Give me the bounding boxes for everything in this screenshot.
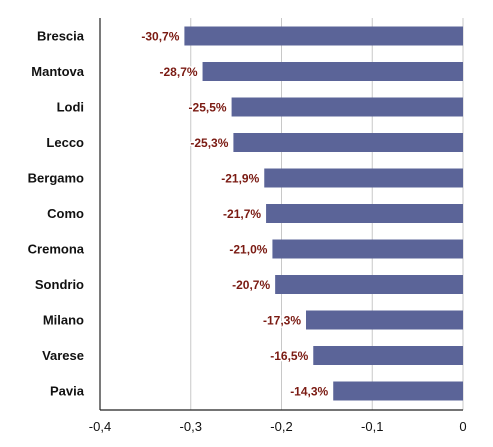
- category-label: Brescia: [37, 29, 85, 44]
- bar: [202, 62, 464, 81]
- data-label: -21,9%: [221, 172, 259, 186]
- category-label: Pavia: [50, 384, 85, 399]
- category-label: Bergamo: [28, 171, 84, 186]
- data-label: -14,3%: [290, 385, 328, 399]
- category-label: Lodi: [57, 100, 84, 115]
- x-tick-label: -0,2: [270, 419, 292, 434]
- bar: [231, 97, 463, 117]
- x-tick-label: -0,1: [361, 419, 383, 434]
- bar: [264, 168, 463, 188]
- x-tick-label: -0,4: [89, 419, 111, 434]
- category-label: Mantova: [31, 64, 85, 79]
- bar: [313, 346, 463, 365]
- data-label: -16,5%: [270, 349, 308, 363]
- data-label: -20,7%: [232, 278, 270, 292]
- category-label: Lecco: [46, 135, 84, 150]
- data-label: -30,7%: [141, 30, 179, 44]
- data-label: -21,0%: [229, 243, 267, 257]
- bar: [184, 26, 463, 46]
- category-label: Como: [47, 206, 84, 221]
- category-label: Sondrio: [35, 277, 84, 292]
- bar: [306, 310, 463, 330]
- bar: [233, 133, 463, 152]
- data-label: -21,7%: [223, 207, 261, 221]
- data-label: -25,3%: [190, 136, 228, 150]
- category-label: Cremona: [28, 242, 85, 257]
- bar: [272, 239, 463, 259]
- data-label: -28,7%: [160, 65, 198, 79]
- category-label: Varese: [42, 348, 84, 363]
- x-tick-label: 0: [459, 419, 466, 434]
- bar: [266, 204, 463, 223]
- label-layer: -30,7% -28,7% -25,5% -25,3% -21,9% -21,7% -21,…: [140, 28, 330, 400]
- bar-layer: [184, 26, 464, 401]
- category-label: Milano: [43, 313, 84, 328]
- bar: [333, 381, 463, 401]
- data-label: -17,3%: [263, 314, 301, 328]
- bar: [275, 275, 463, 294]
- axis-layer: -0,4 -0,3 -0,2 -0,1 0 Brescia Mantova Lodi Lecco…: [28, 18, 467, 434]
- x-tick-label: -0,3: [180, 419, 202, 434]
- data-label: -25,5%: [189, 101, 227, 115]
